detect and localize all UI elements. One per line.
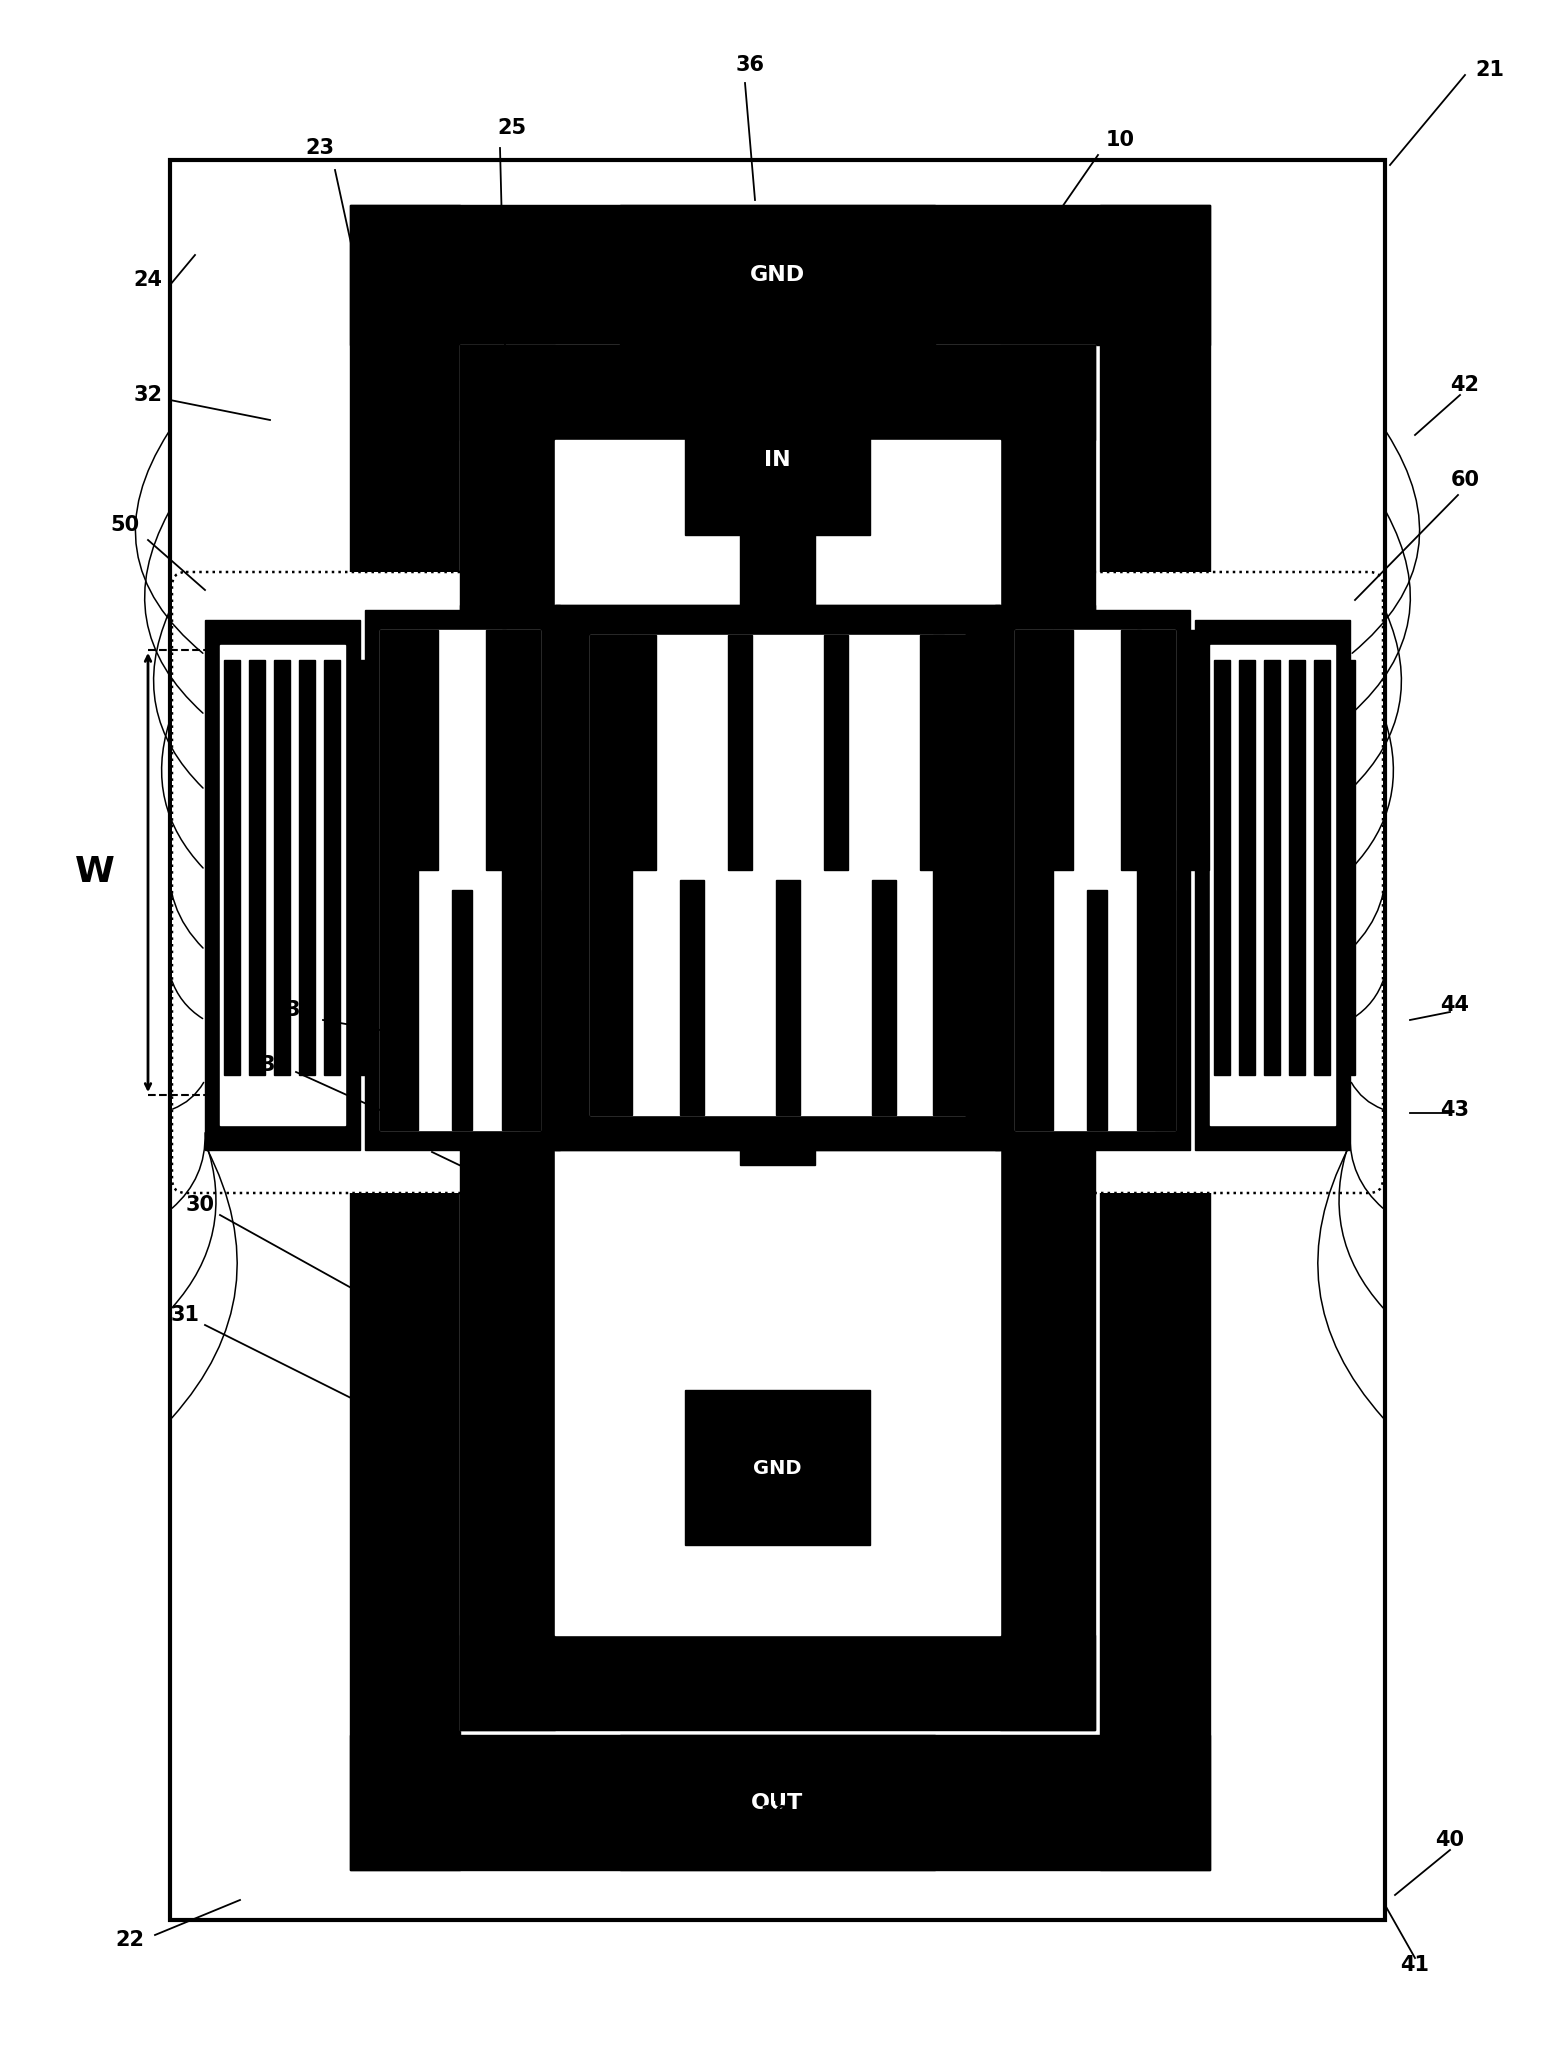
Bar — [1289, 660, 1305, 1075]
Bar — [685, 1390, 870, 1545]
Text: 34: 34 — [285, 1001, 315, 1020]
Text: 26: 26 — [395, 1135, 425, 1156]
Text: 32: 32 — [134, 385, 162, 405]
Bar — [775, 881, 800, 1115]
Text: 44: 44 — [1440, 995, 1470, 1015]
Bar — [459, 345, 1095, 1731]
FancyBboxPatch shape — [967, 573, 1383, 1193]
Bar — [554, 1100, 1000, 1150]
Text: W: W — [75, 854, 115, 889]
Bar — [486, 631, 506, 871]
Bar — [620, 205, 936, 345]
Bar — [1137, 631, 1176, 1129]
Bar — [170, 159, 1386, 1919]
Bar — [459, 345, 1095, 440]
Text: 21: 21 — [1476, 60, 1504, 81]
Bar — [620, 1735, 936, 1869]
Bar — [1196, 620, 1350, 1150]
Bar — [1339, 660, 1355, 1075]
Bar — [1210, 645, 1334, 1125]
Text: 35: 35 — [646, 1851, 674, 1869]
Bar — [1239, 660, 1255, 1075]
Bar — [995, 1100, 1095, 1150]
Text: 31: 31 — [171, 1305, 199, 1326]
Text: GND: GND — [749, 265, 805, 285]
Bar — [554, 606, 1000, 1150]
Bar — [452, 889, 472, 1129]
Bar — [299, 660, 315, 1075]
Bar — [590, 635, 965, 1115]
Bar — [520, 889, 540, 1129]
Text: 43: 43 — [1440, 1100, 1470, 1121]
Text: 23: 23 — [305, 139, 335, 157]
Text: 36: 36 — [735, 56, 764, 74]
Bar — [380, 631, 417, 1129]
Bar — [1015, 631, 1053, 1129]
Bar — [1053, 631, 1073, 871]
Text: 25: 25 — [497, 118, 526, 139]
Bar — [249, 660, 265, 1075]
Bar — [324, 660, 339, 1075]
Text: 50: 50 — [111, 515, 140, 536]
Bar — [224, 660, 240, 1075]
Bar — [1015, 631, 1176, 1129]
Bar — [459, 1100, 561, 1150]
Bar — [1000, 345, 1095, 1731]
Bar — [554, 606, 1000, 656]
Bar — [824, 635, 849, 871]
Bar — [364, 610, 554, 1150]
Bar — [554, 631, 575, 871]
Text: 24: 24 — [134, 271, 162, 290]
Bar — [920, 635, 944, 871]
Bar — [1264, 660, 1280, 1075]
FancyBboxPatch shape — [171, 573, 589, 1193]
Text: GND: GND — [752, 1458, 802, 1477]
Bar — [350, 1735, 1210, 1869]
Bar — [995, 606, 1095, 656]
Bar — [1314, 660, 1330, 1075]
Bar — [350, 205, 1210, 345]
Text: 33: 33 — [260, 1055, 290, 1075]
Text: 42: 42 — [1451, 374, 1479, 395]
Text: 20: 20 — [760, 1805, 789, 1824]
Text: 60: 60 — [1451, 469, 1479, 490]
Bar — [459, 1636, 1095, 1731]
Bar — [933, 635, 975, 1115]
Bar — [632, 635, 655, 871]
Bar — [740, 536, 814, 610]
Bar — [1000, 610, 1190, 1150]
Bar — [1214, 660, 1230, 1075]
Text: IN: IN — [763, 451, 791, 469]
Text: 40: 40 — [1436, 1830, 1465, 1851]
Bar — [417, 631, 438, 871]
Text: OUT: OUT — [750, 1793, 803, 1814]
Bar — [274, 660, 290, 1075]
Bar — [1099, 205, 1210, 1869]
Bar — [729, 635, 752, 871]
Text: 41: 41 — [1400, 1954, 1429, 1975]
Bar — [740, 1090, 814, 1164]
Bar — [554, 440, 1000, 1636]
Bar — [380, 631, 540, 1129]
Text: 22: 22 — [115, 1929, 145, 1950]
Bar — [350, 205, 459, 1869]
Text: 10: 10 — [1105, 130, 1135, 151]
Bar — [459, 606, 561, 656]
Bar — [459, 345, 554, 1731]
Bar — [349, 660, 364, 1075]
Bar — [1087, 889, 1107, 1129]
Bar — [680, 881, 704, 1115]
Bar — [220, 645, 346, 1125]
Bar — [685, 381, 870, 536]
Text: 30: 30 — [185, 1195, 215, 1216]
Bar — [590, 635, 632, 1115]
Bar — [872, 881, 895, 1115]
Bar — [968, 881, 992, 1115]
Bar — [1121, 631, 1141, 871]
Bar — [206, 620, 360, 1150]
Bar — [1155, 889, 1176, 1129]
Bar — [1190, 631, 1208, 871]
Bar — [501, 631, 540, 1129]
